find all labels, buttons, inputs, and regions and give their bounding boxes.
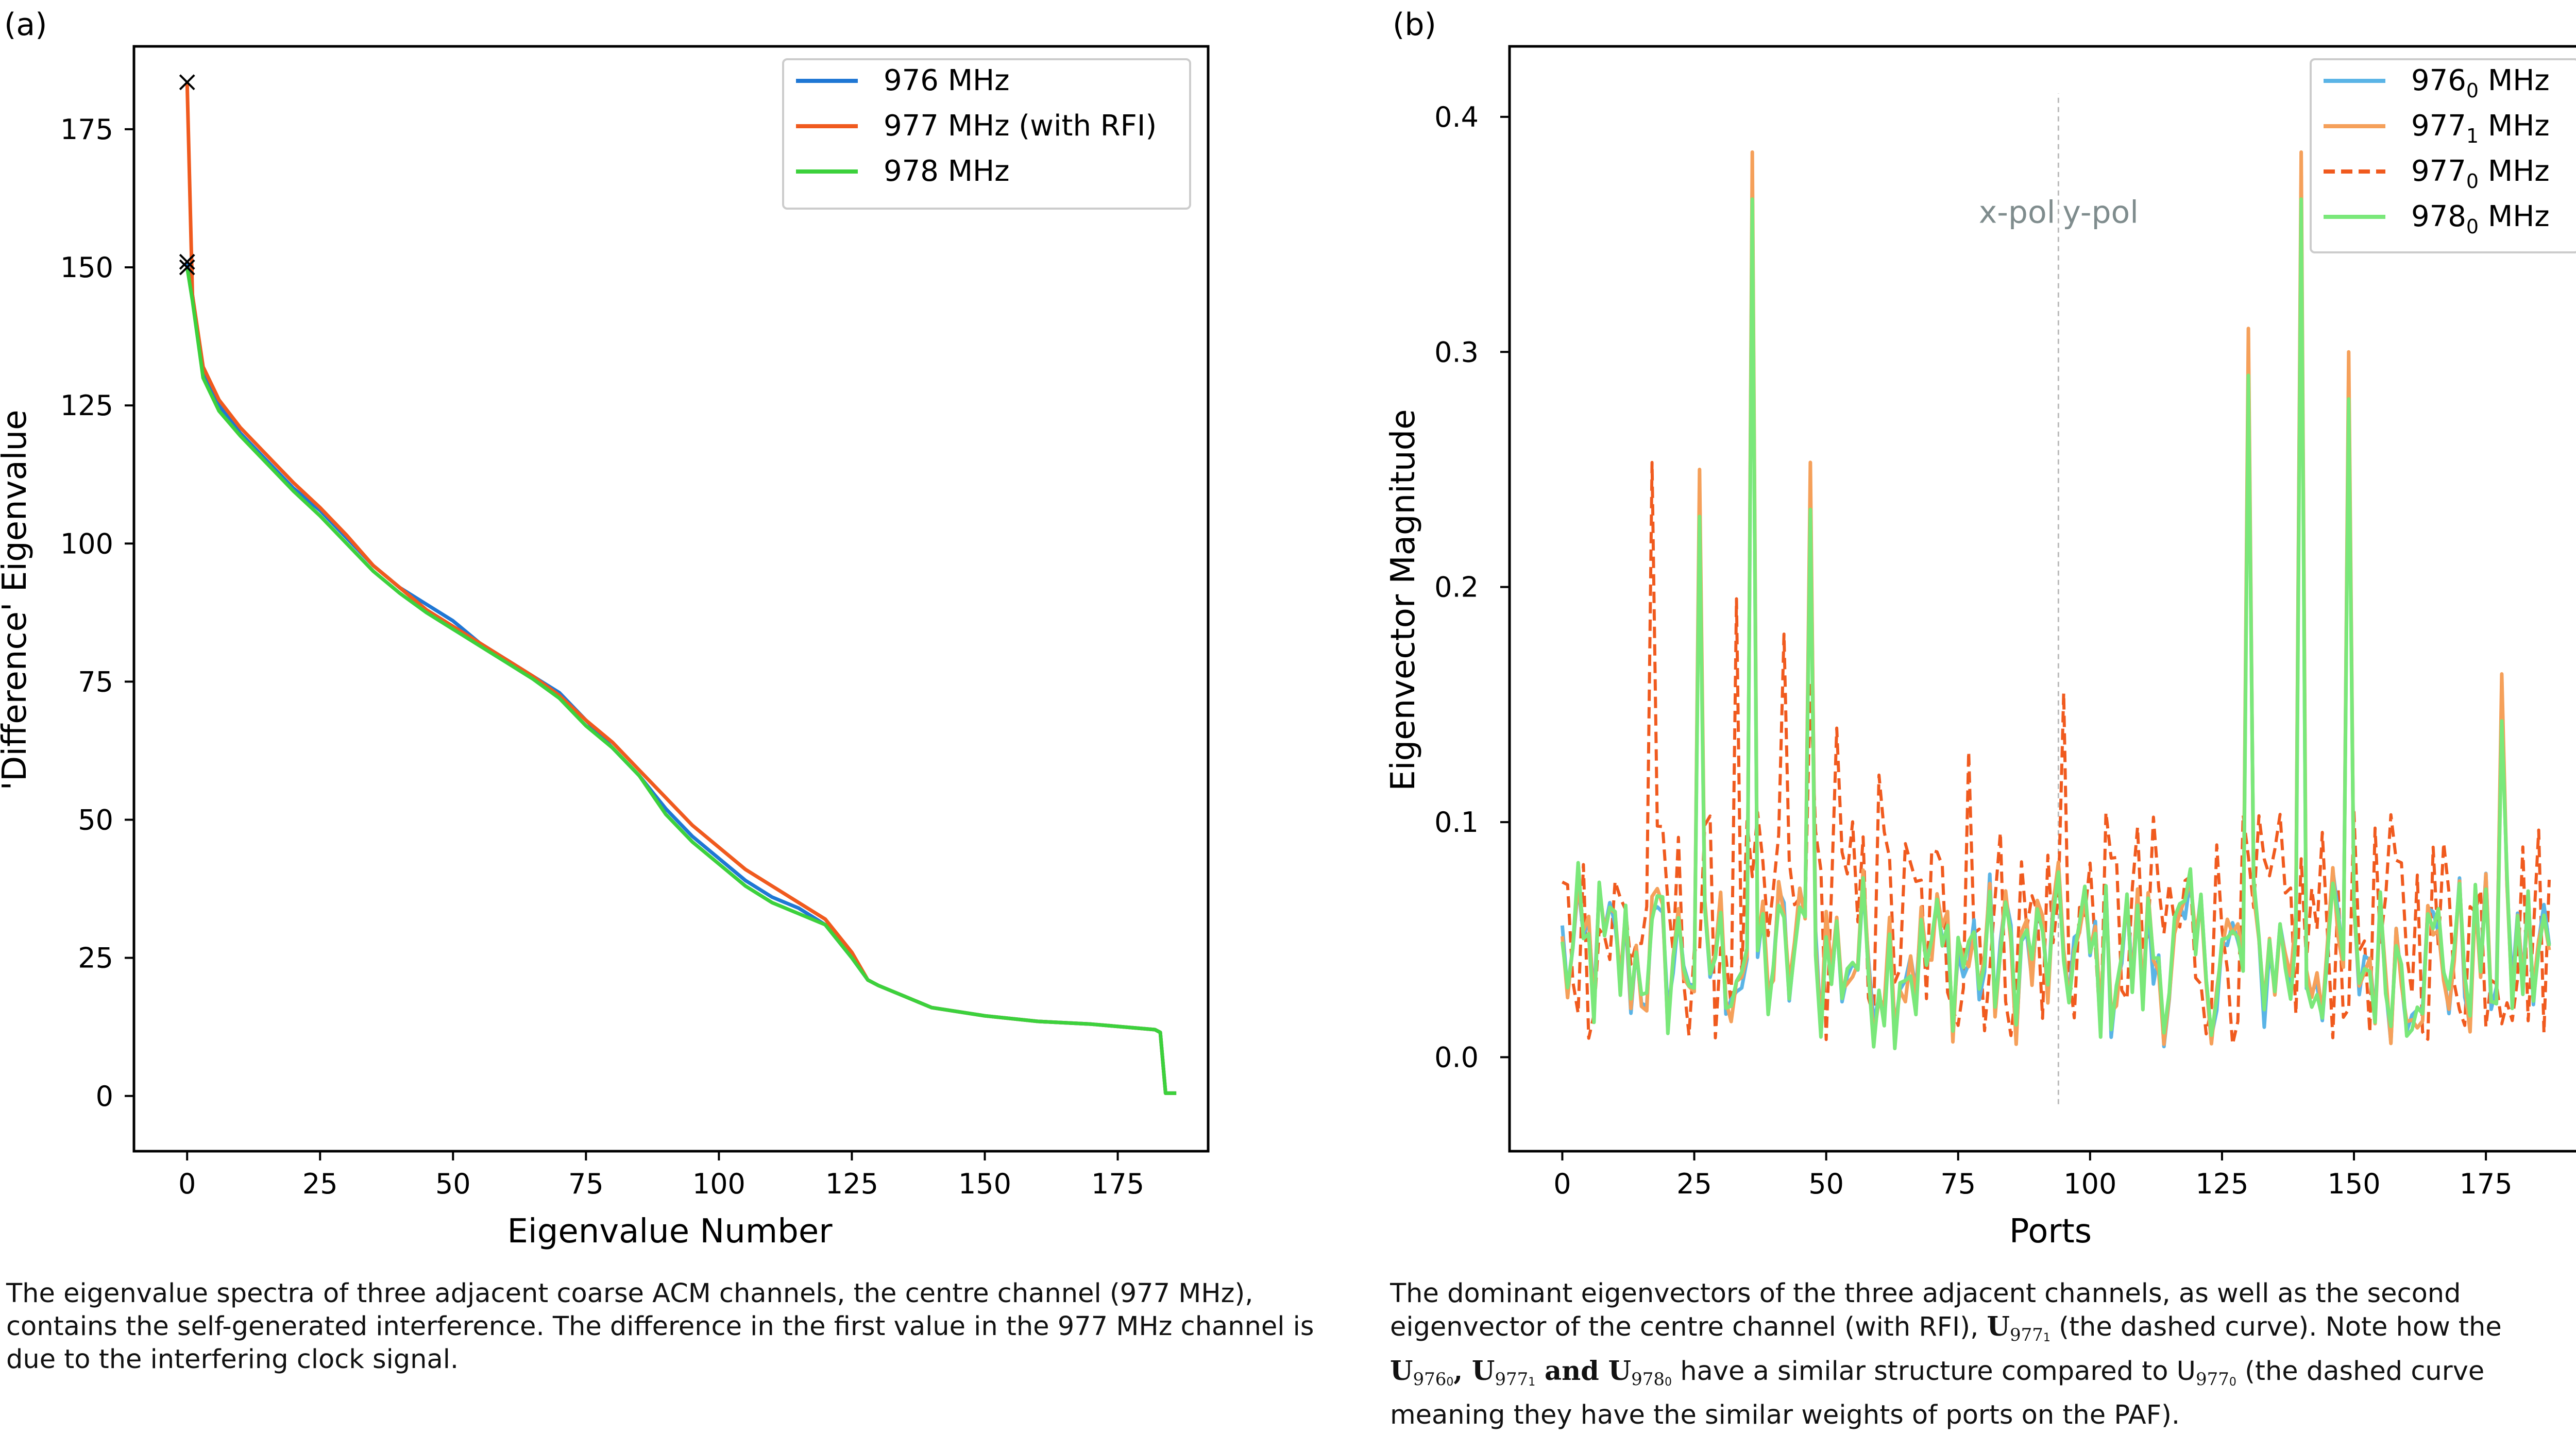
chart-b-xtick-label: 150 — [2327, 1168, 2380, 1200]
caption-b-line3-end: (the dashed curve — [2236, 1356, 2485, 1387]
chart-b-xtick-label: 0 — [1553, 1168, 1571, 1200]
chart-a-ylabel: 'Difference' Eigenvalue — [0, 409, 34, 790]
chart-b-xpol-label: x-pol — [1979, 194, 2056, 230]
chart-a-series-line-2 — [185, 267, 1177, 1095]
chart-a: 0 25 50 75 100 125 150 175 0 25 50 75 100 125 150 175 E… — [0, 45, 1210, 1251]
chart-b-ytick-label: 0.3 — [1434, 336, 1479, 368]
chart-b-plot-frame — [1508, 45, 2576, 1153]
chart-a-legend-box — [782, 58, 1191, 210]
caption-b-u9771b: , U — [1453, 1356, 1495, 1387]
chart-b-ytick-label: 0.2 — [1434, 571, 1479, 604]
chart-a-xtick-label: 150 — [958, 1168, 1011, 1200]
chart-b-xtick-label: 25 — [1676, 1168, 1712, 1200]
chart-a-x-marker — [179, 74, 195, 91]
caption-b-line3-mid: have a similar structure compared to U — [1671, 1356, 2196, 1387]
panel-a-label: (a) — [4, 7, 47, 43]
chart-a-xtick-label: 25 — [302, 1168, 338, 1200]
chart-b-series-line-2 — [1562, 460, 2551, 1046]
caption-b-u9780-sub: 978 — [1631, 1369, 1665, 1390]
chart-a-x-marker — [179, 259, 195, 276]
caption-b-u9771b-sub: 977 — [1495, 1369, 1529, 1390]
chart-a-legend-label: 978 MHz — [884, 155, 1010, 188]
chart-b-legend-box — [2310, 58, 2576, 253]
chart-b-series — [1560, 150, 2551, 1050]
chart-a-ytick-label: 125 — [60, 389, 113, 422]
chart-b-polarization-divider: x-pol y-pol — [1979, 93, 2139, 1104]
chart-a-series-line-0 — [185, 261, 1177, 1095]
caption-b: The dominant eigenvectors of the three a… — [1390, 1277, 2576, 1432]
chart-b-ytick-label: 0.0 — [1434, 1041, 1479, 1073]
caption-b-line2-start: eigenvector of the centre channel (with … — [1390, 1312, 1987, 1342]
chart-a-ytick-label: 25 — [78, 942, 113, 975]
chart-a-plot-frame — [132, 45, 1210, 1153]
chart-a-xtick-label: 125 — [825, 1168, 878, 1200]
chart-a-x-marker — [179, 253, 195, 270]
caption-b-u9771-sub: 977 — [2010, 1325, 2043, 1345]
caption-b-line4: meaning they have the similar weights of… — [1390, 1400, 2180, 1431]
caption-b-line2: eigenvector of the centre channel (with … — [1390, 1311, 2502, 1345]
chart-a-xlabel: Eigenvalue Number — [507, 1212, 833, 1251]
caption-b-u9760-sub: 976 — [1413, 1369, 1447, 1390]
caption-b-u9760: U — [1390, 1356, 1413, 1387]
panel-b-label: (b) — [1393, 7, 1436, 43]
chart-a-xtick-label: 0 — [178, 1168, 196, 1200]
chart-a-ytick-label: 75 — [78, 665, 113, 698]
chart-b-legend-label: 9771 MHz — [2411, 109, 2550, 147]
chart-a-series-line-1 — [185, 82, 1177, 1095]
chart-b-ytick-label: 0.1 — [1434, 806, 1479, 839]
chart-b: 0 25 50 75 100 125 150 175 0.0 0.1 0.2 0.3 0.4 x-pol… — [1384, 45, 2576, 1251]
chart-b-ticks: 0 25 50 75 100 125 150 175 0.0 0.1 0.2 0.3 0.4 — [1434, 101, 2513, 1200]
chart-b-xtick-label: 75 — [1940, 1168, 1976, 1200]
chart-a-xtick-label: 100 — [692, 1168, 745, 1200]
chart-a-markers — [179, 74, 195, 276]
chart-a-legend-label: 976 MHz — [884, 64, 1010, 97]
chart-a-ytick-label: 175 — [60, 113, 113, 146]
caption-b-line2-end: (the dashed curve). Note how the — [2050, 1312, 2502, 1342]
chart-a-xtick-label: 50 — [435, 1168, 471, 1200]
chart-a-ytick-label: 150 — [60, 251, 113, 284]
chart-b-xtick-label: 125 — [2195, 1168, 2248, 1200]
chart-a-ytick-label: 100 — [60, 527, 113, 560]
caption-b-u9771: U — [1987, 1311, 2010, 1342]
chart-a-ytick-label: 0 — [96, 1080, 113, 1113]
chart-a-legend: 976 MHz 977 MHz (with RFI) 978 MHz — [782, 58, 1191, 210]
caption-b-line3: U9760, U9771 and U9780 have a similar st… — [1390, 1356, 2485, 1390]
chart-a-ytick-label: 50 — [78, 804, 113, 836]
chart-a-xtick-label: 75 — [568, 1168, 604, 1200]
caption-a: The eigenvalue spectra of three adjacent… — [6, 1278, 1323, 1375]
caption-b-line1: The dominant eigenvectors of the three a… — [1390, 1278, 2461, 1309]
caption-b-u9780: and U — [1535, 1356, 1632, 1387]
chart-b-ytick-label: 0.4 — [1434, 101, 1479, 133]
chart-b-legend-label: 9780 MHz — [2411, 200, 2550, 238]
chart-b-xlabel: Ports — [2009, 1212, 2092, 1251]
chart-a-ticks: 0 25 50 75 100 125 150 175 0 25 50 75 100 125 150 175 — [60, 113, 1144, 1200]
chart-a-series — [185, 82, 1177, 1095]
chart-a-xtick-label: 175 — [1091, 1168, 1144, 1200]
chart-b-legend-label: 9760 MHz — [2411, 64, 2550, 102]
caption-b-u9770-sub: 977 — [2195, 1369, 2229, 1390]
chart-b-legend-label: 9770 MHz — [2411, 155, 2550, 193]
chart-b-xtick-label: 100 — [2063, 1168, 2116, 1200]
chart-b-ylabel: Eigenvector Magnitude — [1384, 409, 1422, 791]
chart-b-xtick-label: 50 — [1808, 1168, 1844, 1200]
chart-b-xtick-label: 175 — [2460, 1168, 2513, 1200]
chart-b-ypol-label: y-pol — [2062, 194, 2139, 230]
chart-b-series-line-0 — [1560, 174, 2551, 1049]
chart-b-legend: 9760 MHz 9771 MHz 9770 MHz 9780 MHz — [2310, 58, 2576, 253]
chart-a-legend-label: 977 MHz (with RFI) — [884, 109, 1157, 143]
chart-b-series-line-3 — [1560, 197, 2551, 1050]
